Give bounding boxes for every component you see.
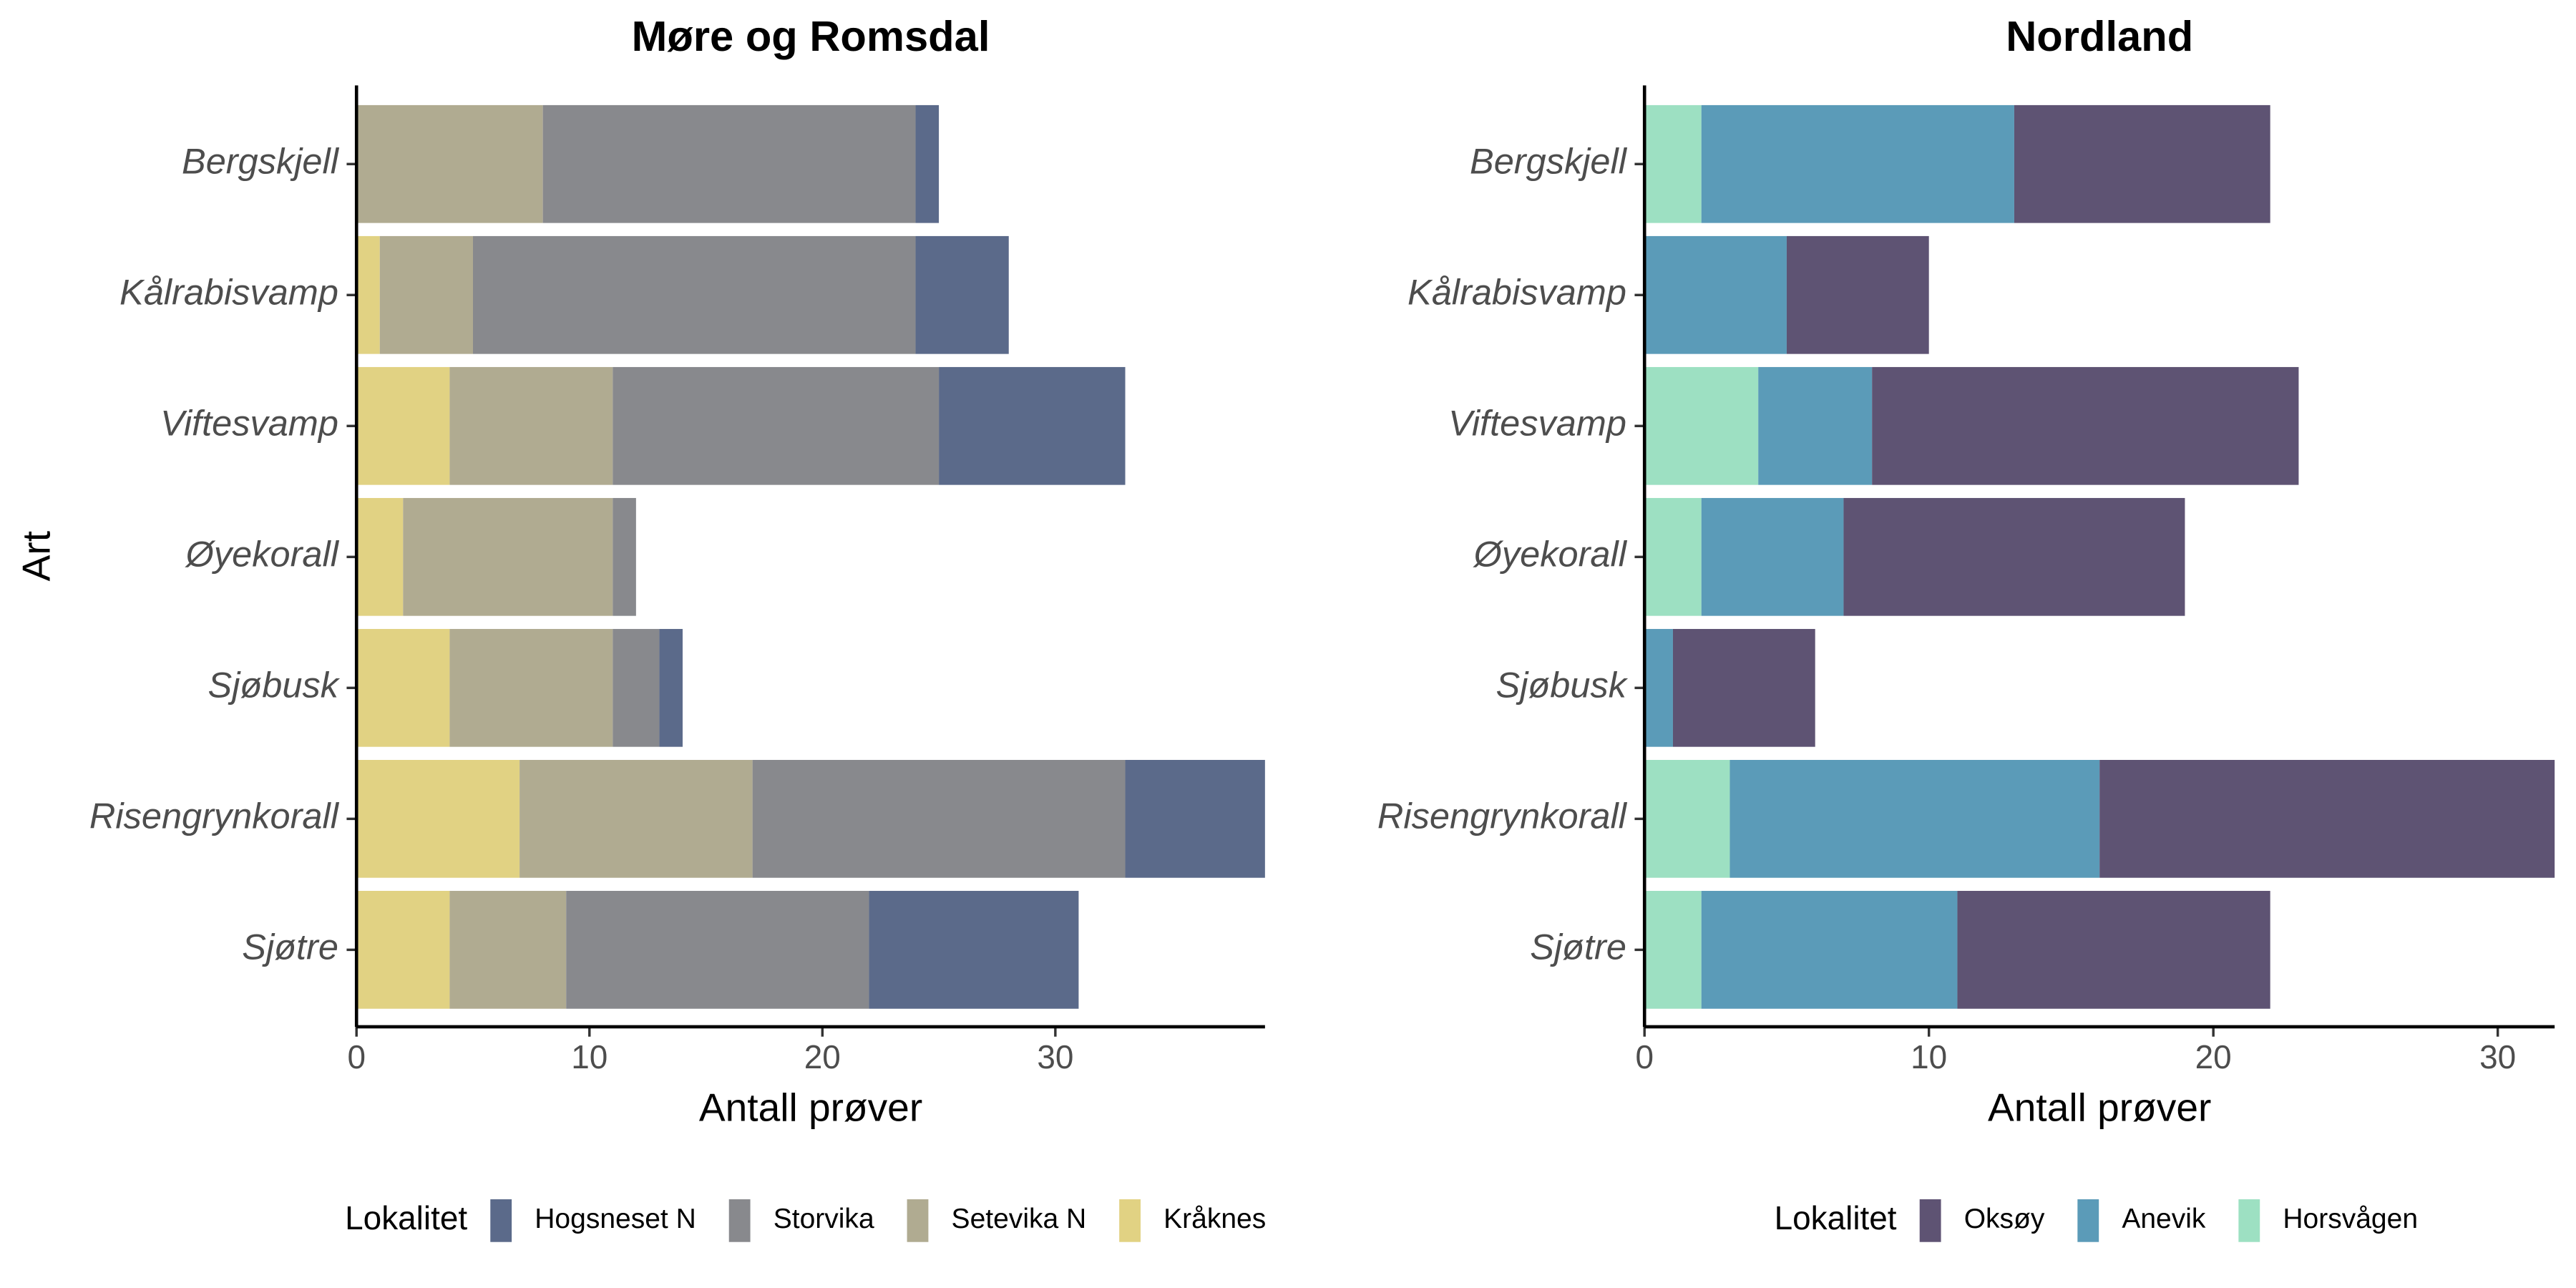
- y-tick-label: Risengrynkorall: [1377, 796, 1628, 836]
- x-tick-label: 0: [1635, 1038, 1654, 1075]
- bar-segment: [356, 104, 543, 223]
- bar-segment: [379, 235, 473, 354]
- x-tick-label: 0: [347, 1038, 366, 1075]
- x-tick-label: 10: [571, 1038, 608, 1075]
- bar-segment: [472, 235, 916, 354]
- bar-segment: [356, 497, 404, 616]
- legend-label: Anevik: [2122, 1204, 2206, 1234]
- x-tick-label: 20: [804, 1038, 841, 1075]
- y-tick-label: Sjøtre: [242, 927, 338, 967]
- x-axis-title: Antall prøver: [699, 1085, 922, 1130]
- chart-title: Møre og Romsdal: [632, 12, 990, 60]
- y-tick-label: Risengrynkorall: [89, 796, 340, 836]
- y-tick-label: Sjøbusk: [1496, 665, 1629, 706]
- bar-segment: [939, 366, 1126, 485]
- legend-title: Lokalitet: [1775, 1199, 1897, 1236]
- bar-segment: [752, 759, 1126, 878]
- legend-key: [1119, 1199, 1141, 1242]
- bar-segment: [1672, 628, 1815, 747]
- bar-segment: [869, 891, 1079, 1009]
- bar-segment: [2014, 104, 2270, 223]
- bar-segment: [449, 891, 567, 1009]
- bar-segment: [356, 759, 520, 878]
- bar-segment: [356, 628, 450, 747]
- bar-segment: [449, 366, 613, 485]
- bar-segment: [1644, 235, 1787, 354]
- bar-segment: [2099, 759, 2555, 878]
- legend-key: [1919, 1199, 1941, 1242]
- legend-label: Oksøy: [1964, 1204, 2045, 1234]
- y-tick-label: Bergskjell: [182, 141, 340, 182]
- y-axis-title: Art: [14, 531, 59, 581]
- bar-segment: [1644, 497, 1702, 616]
- bar-segment: [566, 891, 869, 1009]
- y-tick-label: Kålrabisvamp: [1407, 272, 1626, 313]
- chart-title: Nordland: [2006, 12, 2193, 60]
- bar-segment: [1125, 759, 1265, 878]
- legend-label: Kråknes: [1163, 1204, 1266, 1234]
- bar-segment: [1644, 891, 1702, 1009]
- bar-segment: [1701, 104, 2014, 223]
- legend-title: Lokalitet: [345, 1199, 467, 1236]
- bar-segment: [1957, 891, 2270, 1009]
- y-tick-label: Kålrabisvamp: [119, 272, 338, 313]
- bar-segment: [1872, 366, 2299, 485]
- bar-segment: [613, 628, 660, 747]
- y-tick-label: Viftesvamp: [1448, 403, 1626, 444]
- y-tick-label: Øyekorall: [185, 534, 340, 575]
- bar-segment: [1644, 628, 1673, 747]
- bar-segment: [613, 366, 940, 485]
- bar-segment: [1644, 104, 1702, 223]
- bar-segment: [1758, 366, 1873, 485]
- y-tick-label: Sjøbusk: [208, 665, 341, 706]
- bar-segment: [403, 497, 613, 616]
- bar-segment: [1644, 759, 1730, 878]
- bar-segment: [915, 235, 1009, 354]
- legend-key: [728, 1199, 751, 1242]
- y-tick-label: Øyekorall: [1473, 534, 1628, 575]
- x-tick-label: 30: [2479, 1038, 2516, 1075]
- legend-label: Horsvågen: [2283, 1204, 2418, 1234]
- y-tick-label: Bergskjell: [1470, 141, 1628, 182]
- legend-key: [907, 1199, 929, 1242]
- bar-segment: [613, 497, 636, 616]
- legend-key: [2077, 1199, 2099, 1242]
- bar-segment: [519, 759, 753, 878]
- x-tick-label: 20: [2195, 1038, 2232, 1075]
- bar-segment: [1644, 366, 1759, 485]
- bar-segment: [1701, 497, 1844, 616]
- bar-segment: [659, 628, 683, 747]
- x-axis-title: Antall prøver: [1988, 1085, 2211, 1130]
- bar-segment: [1729, 759, 2100, 878]
- bar-segment: [356, 366, 450, 485]
- x-tick-label: 30: [1037, 1038, 1073, 1075]
- bar-segment: [1701, 891, 1958, 1009]
- legend-label: Hogsneset N: [535, 1204, 696, 1234]
- legend-label: Setevika N: [952, 1204, 1087, 1234]
- bar-segment: [449, 628, 613, 747]
- legend-label: Storvika: [774, 1204, 874, 1234]
- bar-segment: [356, 235, 380, 354]
- bar-segment: [356, 891, 450, 1009]
- y-tick-label: Viftesvamp: [160, 403, 338, 444]
- legend-key: [490, 1199, 512, 1242]
- bar-segment: [915, 104, 940, 223]
- y-tick-label: Sjøtre: [1530, 927, 1626, 967]
- bar-segment: [542, 104, 916, 223]
- bar-segment: [1843, 497, 2185, 616]
- bar-segment: [1786, 235, 1929, 354]
- x-tick-label: 10: [1911, 1038, 1947, 1075]
- legend-key: [2238, 1199, 2260, 1242]
